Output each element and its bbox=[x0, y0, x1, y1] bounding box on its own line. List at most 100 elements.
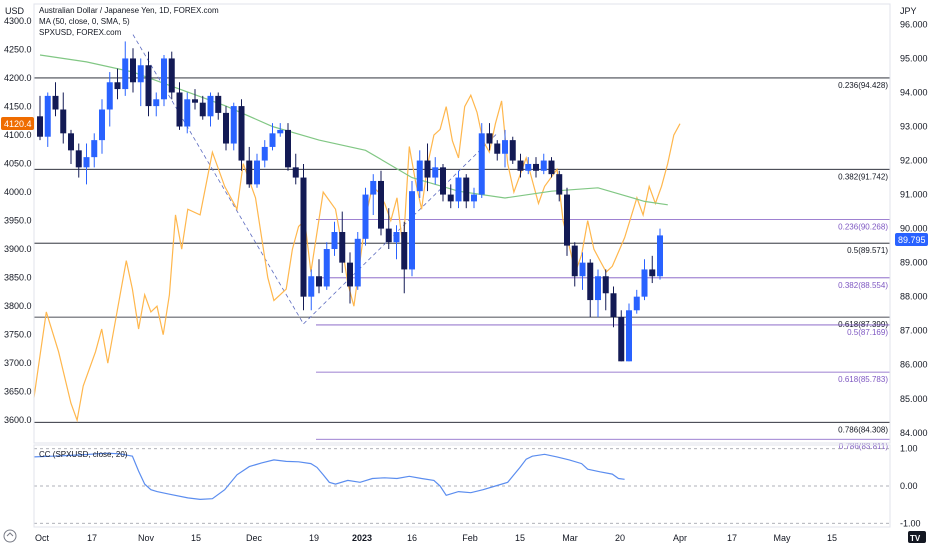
candle-body bbox=[347, 262, 353, 287]
candle-body bbox=[99, 109, 105, 141]
price-tag-right: 89.795 bbox=[898, 235, 926, 245]
usd-tick-label: 3850.0 bbox=[4, 273, 32, 283]
candle-body bbox=[502, 140, 508, 154]
fib-ext-label: 0.786(83.811) bbox=[839, 442, 889, 451]
candle-body bbox=[83, 157, 90, 168]
jpy-tick-label: 91.000 bbox=[900, 190, 928, 200]
x-tick-label: Dec bbox=[246, 533, 263, 543]
svg-text:TV: TV bbox=[910, 534, 921, 543]
correlation-pane bbox=[33, 448, 890, 524]
candle-body bbox=[657, 235, 663, 277]
candle-body bbox=[362, 194, 369, 239]
candle-body bbox=[587, 262, 594, 301]
x-tick-label: 19 bbox=[309, 533, 319, 543]
candle-body bbox=[633, 296, 640, 311]
candle-body bbox=[533, 163, 539, 171]
jpy-tick-label: 87.000 bbox=[900, 326, 928, 336]
price-tag-right-bg bbox=[895, 233, 928, 246]
candle-body bbox=[168, 58, 175, 93]
fib-level-label: 0.786(84.308) bbox=[838, 425, 888, 434]
fib-ext-label: 0.236(90.268) bbox=[838, 222, 888, 231]
usd-tick-label: 4000.0 bbox=[4, 187, 32, 197]
fib-level-label: 0.236(94.428) bbox=[838, 81, 888, 90]
candle-body bbox=[579, 262, 586, 277]
candle-body bbox=[432, 167, 439, 178]
legend-spx: SPXUSD, FOREX.com bbox=[39, 28, 122, 37]
candle-body bbox=[416, 160, 423, 192]
candle-body bbox=[339, 232, 346, 263]
usd-tick-label: 3900.0 bbox=[4, 244, 32, 254]
left-axis-title: USD bbox=[5, 6, 25, 16]
candle-body bbox=[137, 65, 144, 83]
candle-body bbox=[440, 167, 446, 195]
candle-body bbox=[238, 106, 245, 161]
candle-body bbox=[525, 163, 532, 171]
jpy-tick-label: 86.000 bbox=[900, 360, 928, 370]
candle-body bbox=[230, 106, 237, 144]
jpy-tick-label: 95.000 bbox=[900, 53, 928, 63]
candle-body bbox=[447, 194, 454, 202]
price-tag-left-bg bbox=[1, 117, 34, 130]
candle-body bbox=[331, 232, 338, 250]
jpy-tick-label: 92.000 bbox=[900, 156, 928, 166]
right-axis-title: JPY bbox=[900, 6, 917, 16]
x-tick-label: 16 bbox=[407, 533, 417, 543]
candle-body bbox=[494, 143, 501, 154]
x-tick-label: 20 bbox=[615, 533, 625, 543]
candle-body bbox=[463, 177, 470, 202]
candle-body bbox=[130, 58, 136, 83]
x-tick-label: Oct bbox=[35, 533, 50, 543]
x-tick-label: May bbox=[773, 533, 791, 543]
candle-body bbox=[354, 238, 361, 287]
jpy-tick-label: 93.000 bbox=[900, 122, 928, 132]
candle-body bbox=[323, 249, 330, 287]
x-tick-label: Nov bbox=[138, 533, 155, 543]
candle-body bbox=[540, 160, 547, 171]
candle-body bbox=[548, 160, 555, 175]
x-tick-label: Apr bbox=[673, 533, 687, 543]
timezone-icon[interactable] bbox=[3, 529, 17, 543]
usd-tick-label: 4200.0 bbox=[4, 73, 32, 83]
legend-main: Australian Dollar / Japanese Yen, 1D, FO… bbox=[39, 6, 219, 15]
usd-tick-label: 3600.0 bbox=[4, 415, 32, 425]
x-tick-label: 15 bbox=[827, 533, 837, 543]
candle-body bbox=[261, 146, 268, 161]
candle-body bbox=[37, 116, 43, 137]
legend-cc: CC (SPXUSD, close, 20) bbox=[39, 450, 128, 459]
cc-line bbox=[33, 452, 625, 501]
candle-body bbox=[308, 276, 315, 297]
candle-body bbox=[223, 112, 229, 144]
candle-body bbox=[626, 310, 632, 362]
x-tick-label: 15 bbox=[191, 533, 201, 543]
x-tick-label: 17 bbox=[87, 533, 97, 543]
candle-body bbox=[75, 150, 82, 168]
jpy-tick-label: 84.000 bbox=[900, 428, 928, 438]
candle-body bbox=[385, 228, 392, 243]
candle-body bbox=[277, 129, 284, 134]
jpy-tick-label: 88.000 bbox=[900, 292, 928, 302]
candle-body bbox=[122, 58, 129, 90]
candle-body bbox=[471, 194, 477, 202]
candle-body bbox=[145, 65, 152, 107]
cc-tick-label: 1.00 bbox=[900, 444, 918, 454]
price-pane: 0.236(94.428) 0.382(91.742) 0.5(89.571) 0.6… bbox=[33, 34, 890, 451]
candle-body bbox=[641, 269, 648, 297]
candle-body bbox=[285, 129, 291, 168]
jpy-tick-label: 89.000 bbox=[900, 258, 928, 268]
fib-level-label: 0.382(91.742) bbox=[838, 172, 888, 181]
candle-body bbox=[114, 82, 121, 90]
cc-tick-label: -1.00 bbox=[900, 518, 921, 528]
candle-body bbox=[602, 276, 609, 294]
candle-body bbox=[571, 245, 578, 277]
candle-body bbox=[486, 133, 493, 144]
cc-pane-frame bbox=[33, 444, 891, 528]
candle-body bbox=[215, 95, 222, 113]
price-tag-left: 4120.4 bbox=[4, 119, 32, 129]
usd-tick-label: 3700.0 bbox=[4, 358, 32, 368]
price-pane-frame bbox=[33, 3, 891, 444]
candle-body bbox=[246, 160, 253, 185]
usd-tick-label: 4300.0 bbox=[4, 16, 32, 26]
usd-tick-label: 4250.0 bbox=[4, 45, 32, 55]
candle-body bbox=[564, 194, 570, 246]
